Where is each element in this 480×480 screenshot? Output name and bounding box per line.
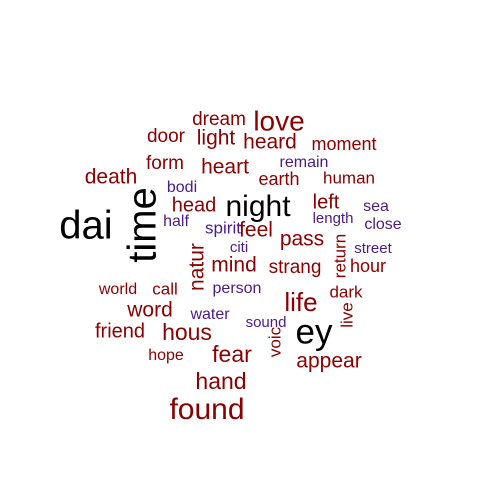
word-person: person	[213, 280, 262, 297]
word-spirit: spirit	[205, 218, 241, 237]
word-heard: heard	[243, 131, 297, 154]
word-pass: pass	[280, 228, 324, 251]
word-water: water	[189, 306, 230, 323]
word-street: street	[354, 240, 392, 257]
word-mind: mind	[211, 254, 257, 277]
word-bodi: bodi	[167, 179, 197, 196]
word-close: close	[364, 216, 401, 233]
word-life: life	[284, 287, 317, 317]
word-night: night	[225, 190, 291, 223]
word-hous: hous	[162, 319, 212, 345]
word-world: world	[98, 281, 137, 298]
word-live: live	[337, 302, 356, 328]
word-head: head	[172, 194, 217, 216]
word-length: length	[313, 210, 354, 227]
word-citi: citi	[230, 239, 248, 256]
word-remain: remain	[280, 154, 329, 171]
word-word: word	[126, 299, 173, 322]
word-feel: feel	[239, 219, 273, 242]
word-dark: dark	[329, 282, 363, 301]
word-left: left	[313, 191, 340, 213]
word-half: half	[163, 213, 189, 230]
word-earth: earth	[258, 169, 299, 189]
word-sea: sea	[363, 198, 389, 215]
word-hope: hope	[148, 347, 184, 364]
word-door: door	[147, 126, 186, 147]
word-fear: fear	[212, 341, 252, 367]
word-natur: natur	[186, 243, 209, 291]
word-friend: friend	[95, 320, 145, 342]
word-sound: sound	[246, 314, 287, 331]
word-voic: voic	[265, 326, 284, 357]
word-human: human	[323, 168, 375, 187]
word-moment: moment	[311, 134, 376, 154]
word-death: death	[85, 166, 138, 189]
word-hour: hour	[350, 256, 386, 276]
word-dream: dream	[192, 109, 246, 130]
word-heart: heart	[201, 156, 249, 179]
word-call: call	[152, 279, 178, 298]
word-love: love	[253, 105, 304, 136]
word-hand: hand	[195, 368, 246, 394]
word-dai: dai	[59, 204, 112, 248]
word-appear: appear	[296, 350, 361, 373]
word-return: return	[330, 234, 349, 278]
word-form: form	[146, 153, 184, 174]
word-light: light	[197, 127, 236, 150]
word-found: found	[169, 393, 244, 426]
word-strang: strang	[269, 257, 322, 278]
word-time: time	[121, 187, 165, 263]
word-ey: ey	[296, 312, 333, 351]
